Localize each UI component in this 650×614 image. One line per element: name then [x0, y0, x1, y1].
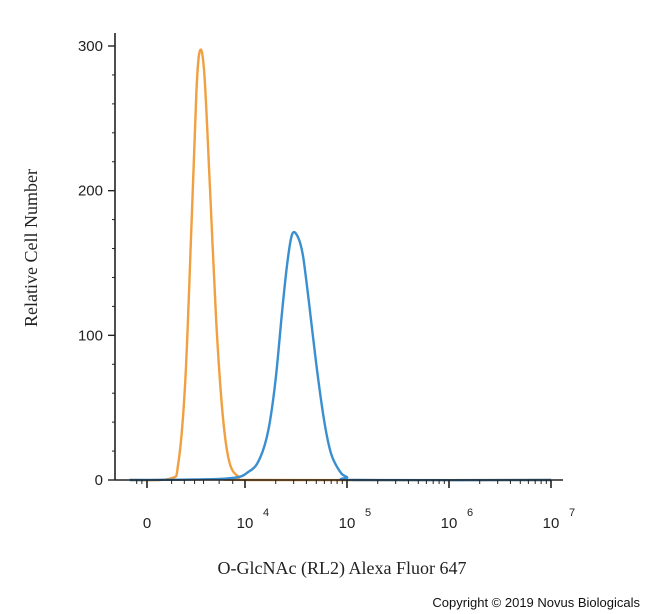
x-tick-label: 10: [441, 515, 458, 532]
x-tick-exponent: 7: [569, 507, 575, 519]
x-axis-title: O-GlcNAc (RL2) Alexa Fluor 647: [218, 558, 467, 579]
axes: [108, 33, 563, 488]
x-tick-exponent: 6: [467, 507, 473, 519]
plot-lines: [129, 48, 552, 482]
copyright-text: Copyright © 2019 Novus Biologicals: [432, 595, 640, 610]
y-tick-label: 300: [78, 38, 103, 55]
x-tick-label: 0: [143, 515, 151, 532]
x-tick-label: 10: [339, 515, 356, 532]
x-tick-label: 10: [237, 515, 254, 532]
y-tick-label: 200: [78, 183, 103, 200]
y-tick-label: 0: [95, 472, 103, 489]
tick-labels: 0 100 200 300 0 10 4 10 5 10 6 10 7: [78, 38, 575, 532]
x-tick-exponent: 4: [263, 507, 269, 519]
x-tick-exponent: 5: [365, 507, 371, 519]
sample-line: [129, 230, 552, 482]
isotype-control-line: [129, 48, 552, 482]
x-tick-label: 10: [543, 515, 560, 532]
y-axis-title: Relative Cell Number: [21, 169, 41, 327]
y-tick-label: 100: [78, 327, 103, 344]
